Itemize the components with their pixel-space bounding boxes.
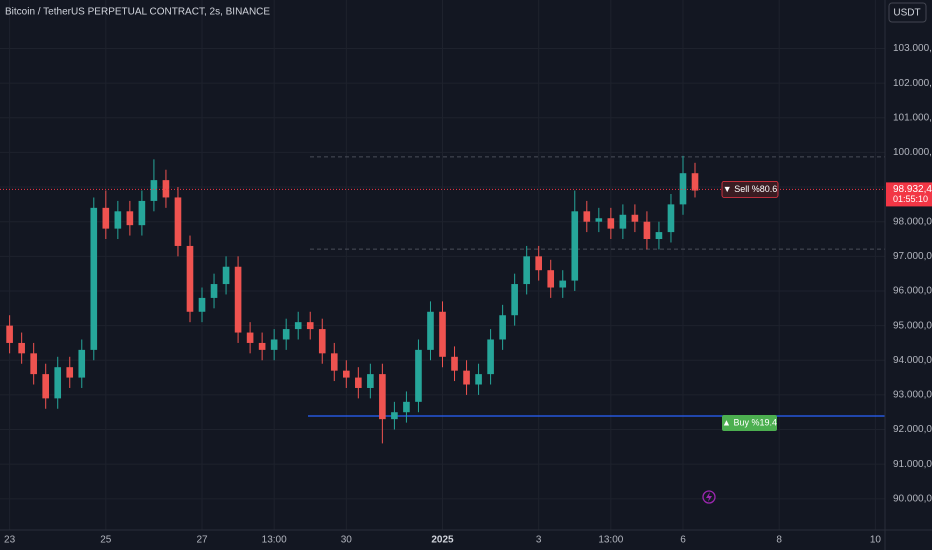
y-tick-label: 93.000,0: [893, 390, 932, 401]
candle-body: [138, 200, 146, 226]
candle-body: [559, 280, 567, 288]
candle-body: [415, 349, 422, 402]
candle-body: [162, 180, 170, 198]
sell-signal-box: [721, 181, 779, 198]
candle-body: [150, 180, 158, 201]
candle-body: [198, 297, 206, 312]
candle-body: [270, 339, 278, 350]
candle-body: [342, 370, 350, 378]
alert-icon-bolt: [706, 492, 712, 502]
candle-body: [691, 173, 699, 191]
candle-body: [186, 245, 194, 312]
candle-body: [583, 211, 591, 222]
last-price-box: [886, 182, 932, 207]
x-tick-label: 25: [100, 535, 112, 546]
x-tick-label: 30: [341, 535, 353, 546]
candle-body: [234, 266, 242, 333]
candle-body: [631, 214, 639, 222]
candle-body: [367, 374, 374, 388]
candle-body: [210, 284, 218, 298]
y-tick-label: 102.000,0: [893, 78, 932, 89]
buy-signal-box: [722, 415, 777, 432]
chart-title: Bitcoin / TetherUS PERPETUAL CONTRACT, 2…: [5, 7, 270, 18]
y-tick-label: 98.000,0: [893, 216, 932, 227]
candle-body: [643, 221, 651, 240]
candle-body: [451, 356, 458, 371]
y-tick-label: 100.000,0: [893, 147, 932, 158]
last-price-label: 98.932,4: [893, 184, 932, 195]
y-tick-label: 103.000,0: [893, 43, 932, 54]
x-tick-label: 2025: [431, 535, 454, 546]
candle-body: [246, 332, 254, 343]
candle-body: [294, 322, 302, 330]
candle-body: [78, 349, 86, 378]
candle-body: [306, 322, 314, 330]
candle-body: [571, 211, 579, 281]
candle-body: [547, 270, 555, 288]
candle-body: [595, 218, 603, 222]
candle-body: [330, 353, 338, 371]
candle-body: [499, 315, 506, 340]
candle-body: [403, 401, 410, 413]
candle-body: [607, 218, 615, 229]
candle-body: [463, 370, 470, 385]
candle-body: [655, 232, 663, 240]
candle-body: [427, 311, 434, 350]
candle-body: [523, 256, 530, 285]
candle-body: [667, 204, 675, 233]
currency-button[interactable]: [888, 2, 927, 23]
candle-body: [535, 256, 543, 271]
candle-body: [102, 207, 110, 229]
x-tick-label: 8: [776, 535, 782, 546]
plot: [0, 0, 885, 530]
currency-label[interactable]: USDT: [893, 8, 920, 19]
candle-body: [54, 367, 62, 399]
y-tick-label: 95.000,0: [893, 320, 932, 331]
candle-body: [679, 173, 687, 205]
candle-body: [318, 329, 326, 354]
x-tick-label: 13:00: [598, 535, 623, 546]
y-tick-label: 97.000,0: [893, 251, 932, 262]
sell-signal-label: ▼ Sell %80.6: [723, 184, 777, 194]
y-tick-label: 92.000,0: [893, 424, 932, 435]
candle-body: [475, 374, 482, 385]
candle-body: [66, 367, 74, 378]
countdown-label: 01:55:10: [893, 194, 928, 204]
x-tick-label: 23: [4, 535, 16, 546]
candle-body: [126, 211, 134, 226]
x-tick-label: 6: [680, 535, 686, 546]
candle-body: [487, 339, 494, 375]
candle-body: [222, 266, 230, 285]
candle-body: [18, 342, 25, 354]
candle-body: [258, 342, 266, 350]
candle-body: [90, 207, 98, 350]
candle-body: [619, 214, 627, 229]
y-tick-label: 96.000,0: [893, 286, 932, 297]
x-tick-label: 3: [536, 535, 542, 546]
alert-icon[interactable]: [702, 490, 716, 504]
y-tick-label: 90.000,0: [893, 493, 932, 504]
y-tick-label: 91.000,0: [893, 459, 932, 470]
x-tick-label: 27: [196, 535, 208, 546]
candle-body: [379, 374, 386, 420]
y-tick-label: 101.000,0: [893, 112, 932, 123]
buy-signal-label: ▲ Buy %19.4: [722, 417, 777, 427]
candle-body: [114, 211, 122, 229]
x-tick-label: 10: [870, 535, 882, 546]
y-tick-label: 94.000,0: [893, 355, 932, 366]
candle-body: [511, 284, 518, 316]
candle-body: [355, 377, 362, 388]
candle-body: [30, 353, 37, 375]
candle-body: [6, 325, 13, 343]
x-tick-label: 13:00: [262, 535, 287, 546]
candle-body: [439, 311, 446, 357]
candle-body: [391, 412, 398, 420]
candle-body: [282, 329, 290, 340]
candle-body: [174, 197, 182, 246]
candle-body: [42, 374, 49, 399]
